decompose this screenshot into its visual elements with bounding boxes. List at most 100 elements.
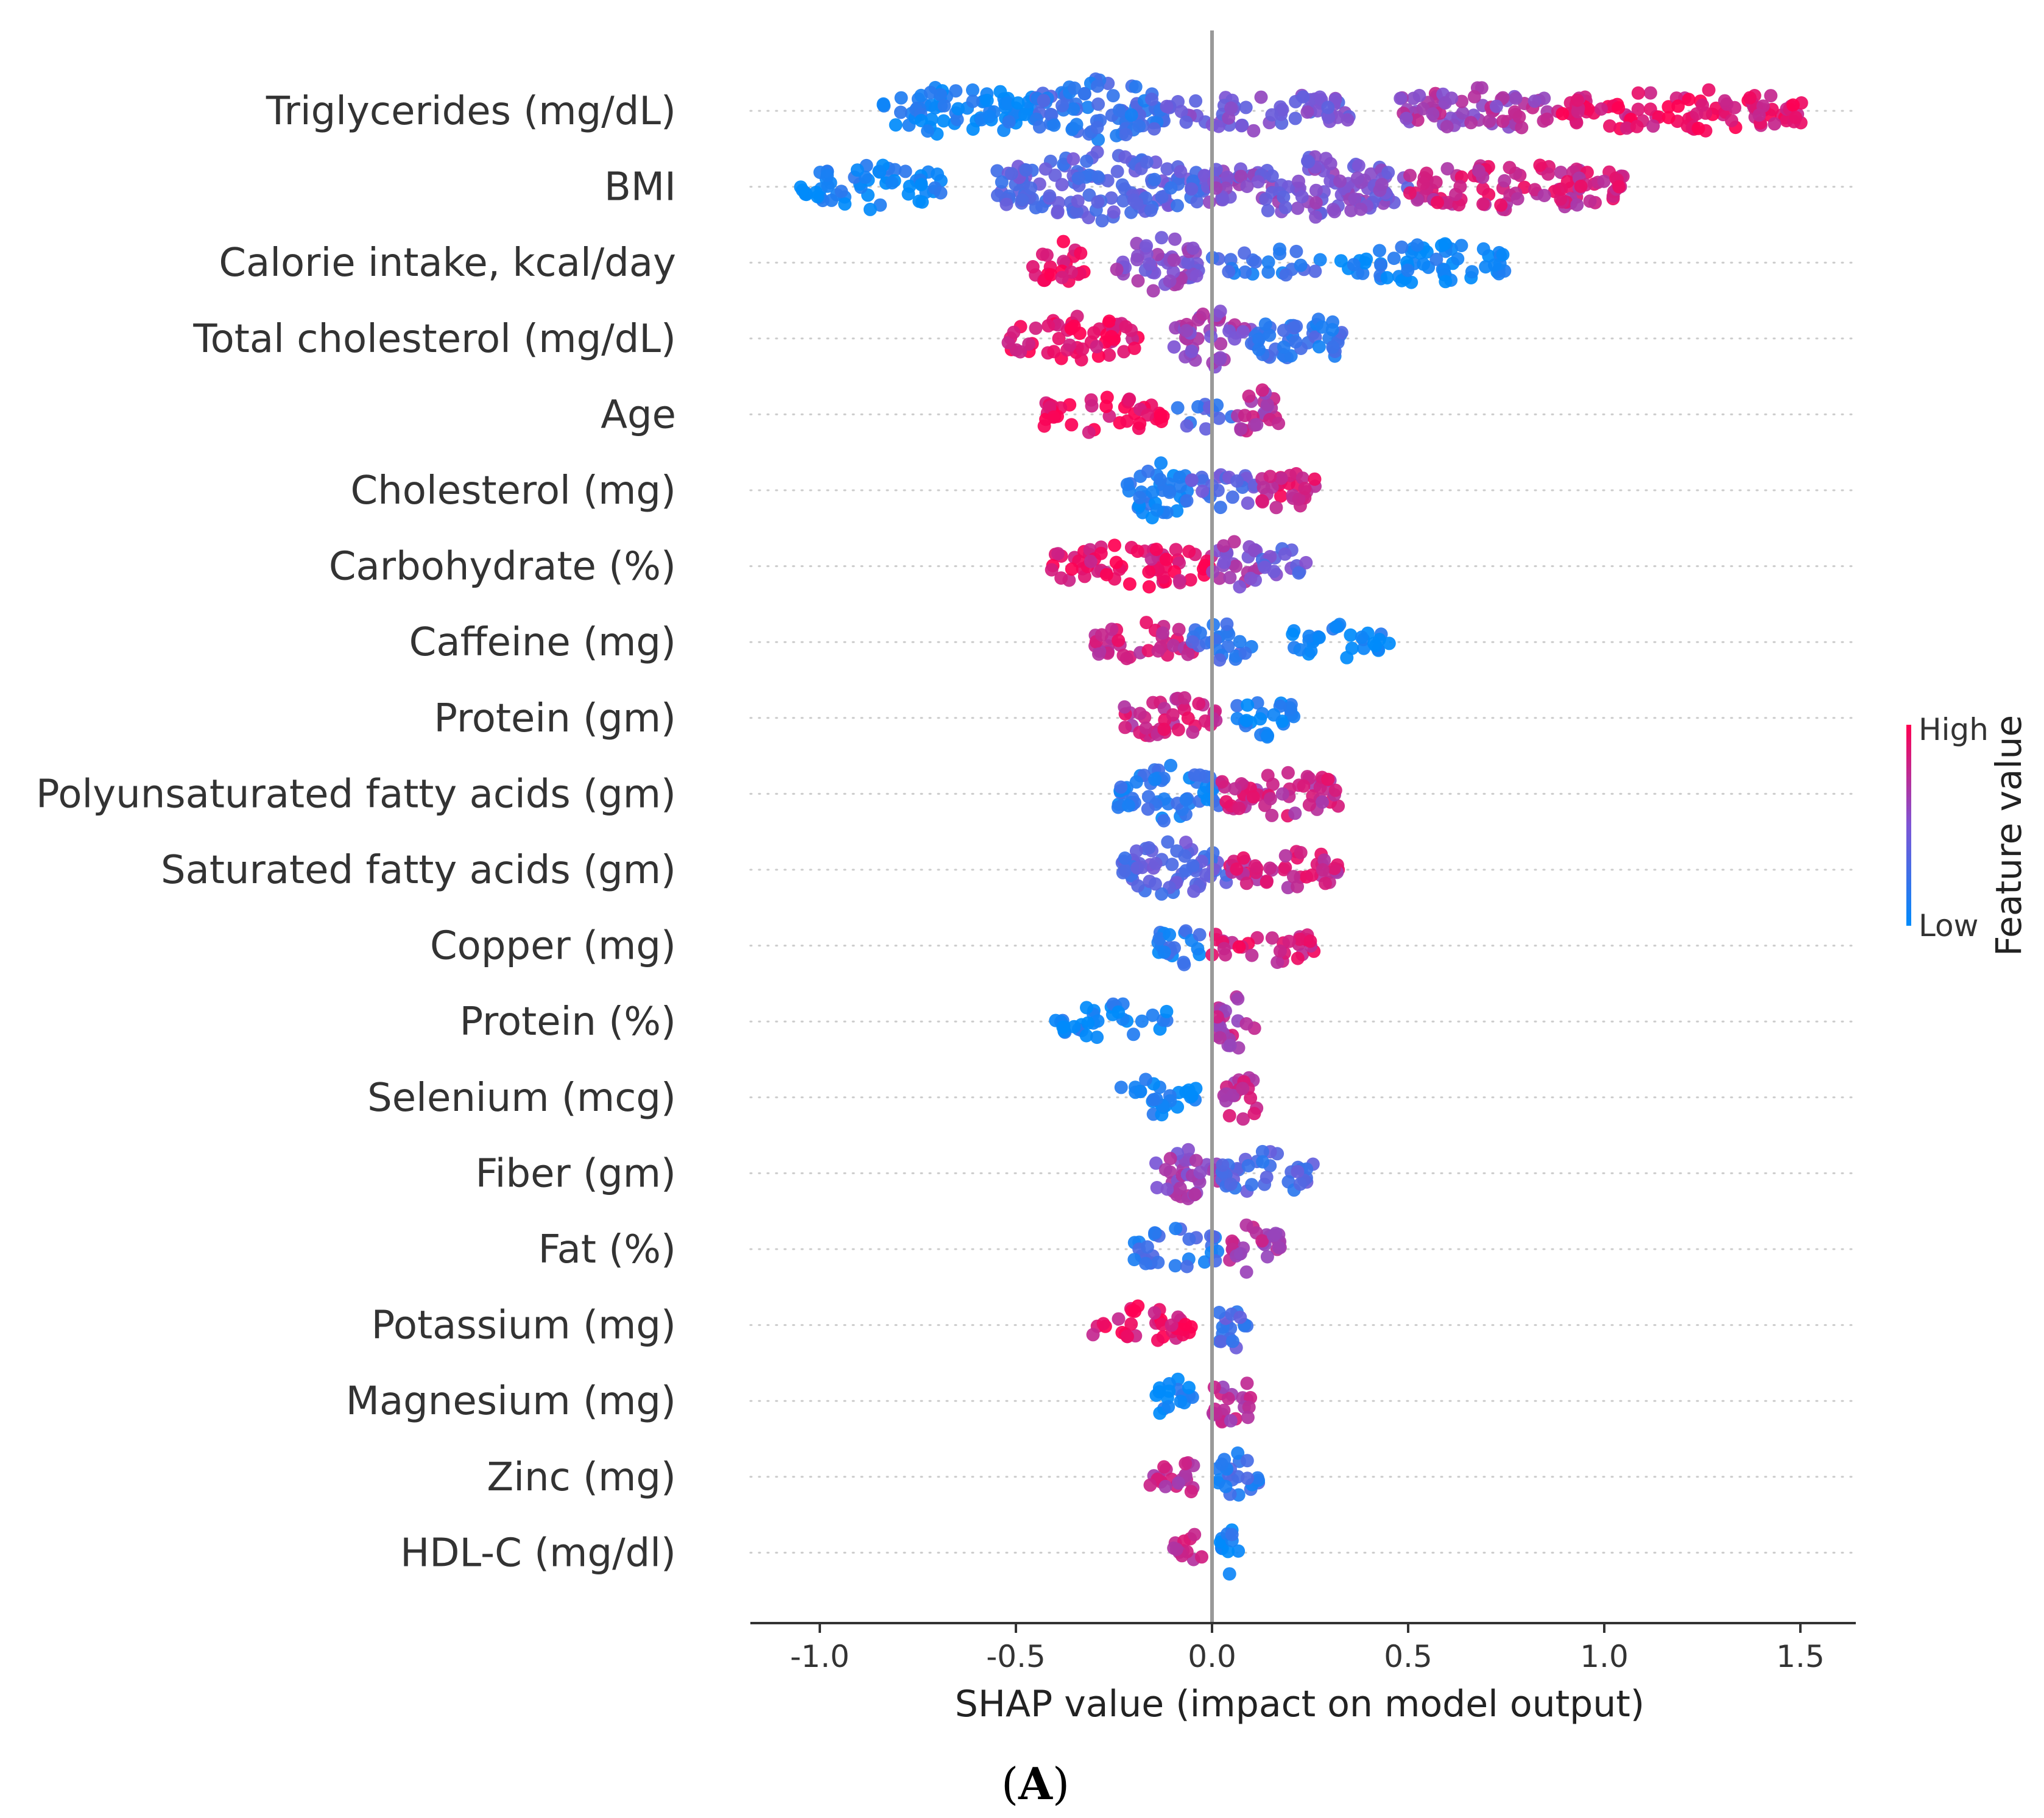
shap-point (1234, 422, 1248, 435)
shap-point (1691, 121, 1705, 135)
feature-label: Polyunsaturated fatty acids (gm) (36, 772, 676, 817)
shap-point (1230, 862, 1244, 876)
feature-row-points (1149, 1143, 1320, 1205)
shap-point (1261, 728, 1275, 742)
shap-point (1119, 652, 1133, 666)
shap-point (1140, 616, 1154, 630)
shap-point (1350, 171, 1364, 185)
shap-point (1171, 723, 1185, 737)
shap-point (1066, 102, 1080, 116)
shap-point (1148, 877, 1162, 891)
shap-point (1233, 1310, 1247, 1324)
shap-point (1179, 1317, 1193, 1331)
shap-point (1231, 1446, 1245, 1460)
shap-point (1148, 772, 1162, 786)
shap-point (820, 168, 834, 182)
shap-point (1135, 1014, 1149, 1028)
shap-point (1184, 1485, 1198, 1499)
shap-point (1199, 868, 1213, 882)
shap-point (1095, 214, 1109, 228)
shap-point (1662, 100, 1676, 114)
shap-point (1249, 255, 1263, 269)
shap-point (1224, 101, 1238, 115)
shap-point (1172, 1476, 1185, 1490)
shap-point (1260, 875, 1274, 889)
feature-row-points (1086, 1299, 1254, 1355)
shap-point (1261, 265, 1275, 279)
shap-point (1155, 190, 1169, 204)
shap-point (1381, 166, 1395, 180)
feature-label: Protein (%) (460, 999, 676, 1045)
feature-label: Fat (%) (538, 1227, 676, 1272)
shap-point (1099, 400, 1113, 414)
shap-point (1139, 721, 1153, 735)
shap-point (1055, 270, 1069, 284)
shap-point (1193, 768, 1207, 782)
shap-point (850, 163, 864, 177)
shap-point (1130, 861, 1144, 875)
shap-point (1261, 769, 1275, 783)
shap-point (1277, 323, 1291, 337)
shap-point (1246, 790, 1260, 804)
colorbar-gradient (1906, 725, 1911, 926)
shap-point (1186, 859, 1200, 873)
shap-point (1129, 80, 1143, 94)
shap-point (1146, 1008, 1160, 1022)
shap-point (951, 102, 965, 116)
shap-point (1411, 113, 1425, 127)
shap-point (1091, 97, 1105, 111)
shap-point (1213, 1020, 1227, 1034)
shap-point (1236, 851, 1250, 865)
shap-point (1212, 411, 1226, 425)
shap-point (1122, 393, 1136, 407)
shap-point (1147, 172, 1161, 186)
colorbar-title: Feature value (1988, 715, 2029, 956)
shap-point (1104, 329, 1118, 344)
x-tick-label: -1.0 (790, 1639, 850, 1674)
feature-row-points (1114, 1071, 1264, 1126)
shap-point (1019, 163, 1033, 177)
feature-label: Potassium (mg) (372, 1303, 676, 1348)
shap-point (1054, 571, 1068, 585)
shap-point (1261, 203, 1275, 217)
shap-point (1051, 547, 1065, 561)
panel-label-close: ) (1052, 1758, 1070, 1809)
shap-point (1456, 106, 1470, 120)
shap-point (1146, 284, 1160, 298)
shap-point (1118, 700, 1132, 714)
feature-label: Calorie intake, kcal/day (219, 241, 676, 286)
shap-point (1231, 992, 1245, 1006)
shap-point (1167, 340, 1181, 354)
shap-point (1260, 1250, 1274, 1264)
shap-point (795, 183, 809, 197)
shap-point (1496, 115, 1510, 129)
feature-row-points (1001, 305, 1348, 374)
shap-point (1197, 169, 1211, 183)
shap-point (1503, 161, 1517, 175)
shap-point (1102, 348, 1116, 362)
shap-point (1174, 105, 1188, 119)
shap-point (1263, 328, 1277, 342)
shap-point (1118, 851, 1132, 865)
shap-point (1144, 203, 1158, 217)
shap-point (821, 179, 835, 193)
shap-point (1180, 494, 1194, 508)
shap-point (1133, 417, 1147, 431)
shap-point (1258, 560, 1272, 574)
shap-point (1245, 1178, 1259, 1192)
shap-point (1570, 116, 1584, 130)
shap-point (1224, 1177, 1238, 1191)
shap-point (1179, 1457, 1193, 1471)
shap-point (1118, 864, 1132, 878)
shap-point (1182, 1381, 1196, 1395)
feature-row-points (1127, 1218, 1287, 1279)
shap-point (1328, 861, 1341, 875)
shap-point (1151, 644, 1165, 658)
shap-point (1171, 401, 1185, 415)
shap-point (1286, 870, 1300, 884)
shap-point (1313, 253, 1327, 267)
shap-point (1122, 577, 1137, 591)
shap-point (1416, 177, 1430, 191)
shap-point (1373, 183, 1387, 197)
